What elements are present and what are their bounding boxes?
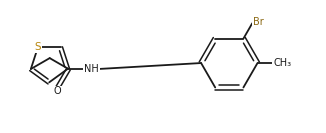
Text: NH: NH xyxy=(84,64,99,74)
Text: CH₃: CH₃ xyxy=(273,58,291,68)
Text: S: S xyxy=(35,42,41,52)
Text: O: O xyxy=(54,86,62,96)
Text: Br: Br xyxy=(253,17,264,27)
